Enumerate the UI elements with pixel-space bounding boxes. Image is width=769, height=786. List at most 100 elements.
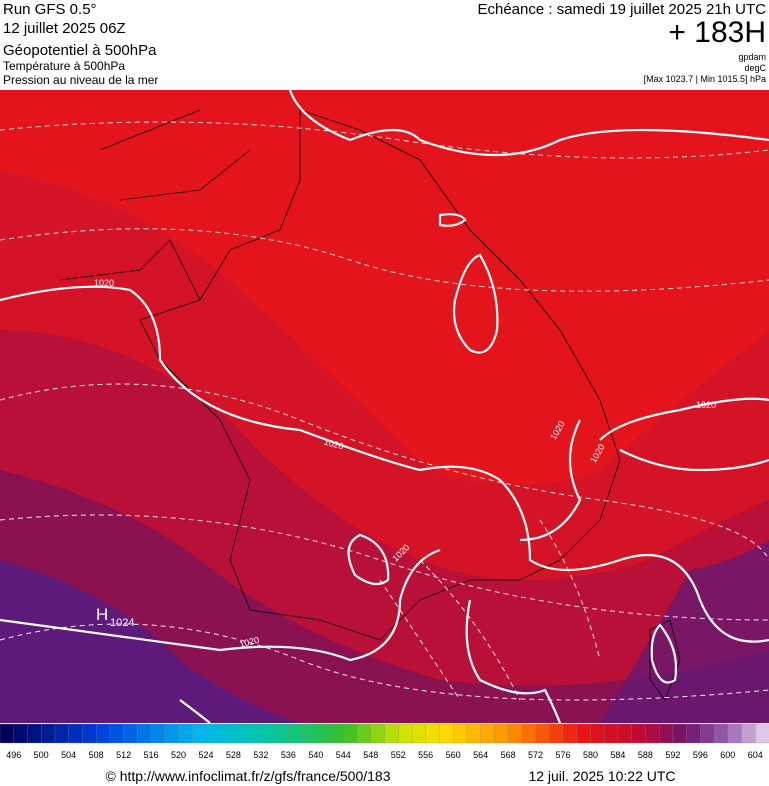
colorbar-swatch <box>425 723 441 744</box>
colorbar-swatch <box>370 723 386 744</box>
colorbar-swatch <box>384 723 399 744</box>
colorbar-swatch <box>205 723 221 744</box>
colorbar-label: 552 <box>391 750 406 760</box>
colorbar-label: 548 <box>363 750 378 760</box>
high-value: 1024 <box>110 617 134 629</box>
colorbar-label: 576 <box>556 750 571 760</box>
colorbar-label: 564 <box>473 750 488 760</box>
colorbar-swatch <box>480 723 496 744</box>
colorbar-swatch <box>617 723 633 744</box>
colorbar-swatch <box>521 723 537 744</box>
colorbar-swatch <box>192 723 207 744</box>
colorbar-swatch <box>247 723 262 744</box>
colorbar-swatch <box>95 723 111 744</box>
map <box>0 90 769 723</box>
run: Run GFS 0.5° <box>3 1 97 18</box>
colorbar-label: 508 <box>89 750 104 760</box>
colorbar-swatch <box>0 723 15 744</box>
colorbar-swatch <box>658 723 674 744</box>
colorbar-swatch <box>343 723 358 744</box>
timestamp: 12 juil. 2025 10:22 UTC <box>528 768 675 784</box>
colorbar-swatch <box>755 723 769 744</box>
offset: + 183H <box>668 16 766 49</box>
colorbar-label: 580 <box>583 750 598 760</box>
colorbar-swatch <box>466 723 482 744</box>
colorbar-swatch <box>288 723 303 744</box>
colorbar-swatch <box>535 723 550 744</box>
colorbar-label: 512 <box>116 750 131 760</box>
colorbar-label: 544 <box>336 750 351 760</box>
colorbar-swatch <box>82 723 97 744</box>
colorbar-swatch <box>41 723 56 744</box>
colorbar-swatch <box>507 723 523 744</box>
run-date: 12 juillet 2025 06Z <box>3 20 126 37</box>
colorbar-label: 528 <box>226 750 241 760</box>
colorbar-swatch <box>315 723 331 744</box>
colorbar-swatch <box>68 723 84 744</box>
colorbar-label: 596 <box>693 750 708 760</box>
colorbar-label: 560 <box>446 750 461 760</box>
colorbar-swatch <box>137 723 152 744</box>
colorbar-swatch <box>109 723 125 744</box>
colorbar-label: 584 <box>610 750 625 760</box>
colorbar-swatch <box>329 723 344 744</box>
colorbar-swatch <box>54 723 70 744</box>
param: Géopotentiel à 500hPa <box>3 42 157 59</box>
unit: gpdam <box>738 52 766 62</box>
colorbar-swatch <box>604 723 619 744</box>
colorbar-swatch <box>301 723 317 744</box>
colorbar-label: 592 <box>665 750 680 760</box>
unit: degC <box>744 63 766 73</box>
colorbar-swatch <box>13 723 29 744</box>
echeance: Echéance : samedi 19 juillet 2025 21h UT… <box>477 1 766 18</box>
colorbar-swatch <box>672 723 688 744</box>
colorbar-swatch <box>494 723 509 744</box>
contour-label: 1020 <box>696 400 716 410</box>
colorbar-swatch <box>562 723 578 744</box>
colorbar-label: 536 <box>281 750 296 760</box>
colorbar-swatch <box>549 723 564 744</box>
colorbar-swatch <box>713 723 729 744</box>
colorbar-swatch <box>453 723 468 744</box>
colorbar-swatch <box>700 723 715 744</box>
colorbar-swatch <box>439 723 454 744</box>
colorbar-swatch <box>741 723 756 744</box>
colorbar-swatch <box>164 723 180 744</box>
colorbar-swatch <box>398 723 413 744</box>
range: [Max 1023.7 | Min 1015.5] hPa <box>644 74 766 84</box>
colorbar-label: 524 <box>198 750 213 760</box>
colorbar-label: 572 <box>528 750 543 760</box>
contour-label: 1020 <box>94 278 114 288</box>
colorbar-label: 588 <box>638 750 653 760</box>
colorbar-label: 496 <box>6 750 21 760</box>
colorbar-swatch <box>219 723 235 744</box>
colorbar-label: 540 <box>308 750 323 760</box>
colorbar-swatch <box>727 723 743 744</box>
colorbar-swatch <box>123 723 138 744</box>
colorbar-label: 500 <box>34 750 49 760</box>
source: © http://www.infoclimat.fr/z/gfs/france/… <box>106 768 391 784</box>
colorbar-swatch <box>260 723 276 744</box>
colorbar-swatch <box>150 723 166 744</box>
colorbar-swatch <box>411 723 427 744</box>
colorbar-swatch <box>576 723 592 744</box>
colorbar-swatch <box>590 723 605 744</box>
colorbar-label: 504 <box>61 750 76 760</box>
colorbar-swatch <box>233 723 248 744</box>
colorbar-label: 600 <box>720 750 735 760</box>
colorbar-swatch <box>274 723 290 744</box>
colorbar-label: 568 <box>501 750 516 760</box>
param: Pression au niveau de la mer <box>3 73 158 87</box>
colorbar-label: 604 <box>748 750 763 760</box>
colorbar-swatch <box>27 723 42 744</box>
high-marker: H <box>96 605 108 624</box>
colorbar-label: 516 <box>144 750 159 760</box>
colorbar-swatch <box>356 723 372 744</box>
colorbar-label: 556 <box>418 750 433 760</box>
param: Température à 500hPa <box>3 59 125 73</box>
colorbar-swatch <box>178 723 193 744</box>
colorbar-swatch <box>631 723 647 744</box>
colorbar-label: 520 <box>171 750 186 760</box>
colorbar-swatch <box>645 723 660 744</box>
